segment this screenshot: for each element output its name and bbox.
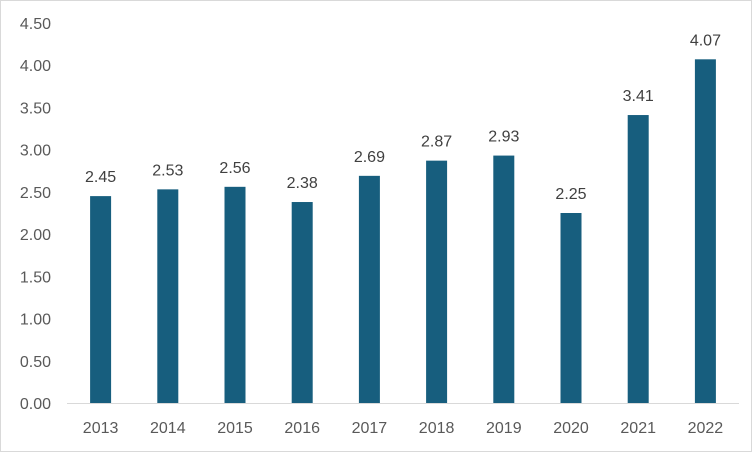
x-tick-label-2019: 2019 (486, 420, 522, 437)
data-label-2018: 2.87 (421, 134, 452, 151)
bar-2015 (224, 186, 246, 403)
x-tick-label-2015: 2015 (217, 420, 253, 437)
data-label-2013: 2.45 (85, 169, 116, 186)
x-tick-label-2013: 2013 (83, 420, 119, 437)
bar-2013 (90, 196, 112, 403)
bar-2018 (426, 160, 448, 403)
bar-2022 (694, 59, 716, 404)
x-tick-label-2016: 2016 (284, 420, 320, 437)
data-label-2019: 2.93 (488, 129, 519, 146)
data-label-2021: 3.41 (623, 88, 654, 105)
data-label-2015: 2.56 (219, 160, 250, 177)
data-label-2022: 4.07 (690, 32, 721, 49)
data-label-2020: 2.25 (555, 186, 586, 203)
x-tick-label-2017: 2017 (352, 420, 388, 437)
y-tick-label: 2.50 (20, 185, 51, 202)
data-label-2016: 2.38 (287, 175, 318, 192)
y-tick-label: 2.00 (20, 227, 51, 244)
x-axis: 2013 2014 2015 2016 2017 2018 2019 2020 2021 2022 (67, 403, 739, 437)
bar-2017 (358, 175, 380, 403)
y-axis: 0.00 0.50 1.00 1.50 2.00 2.50 3.00 3.50 4.00 4.50 (20, 16, 51, 413)
bar-series (90, 59, 716, 404)
data-labels: 2.45 2.53 2.56 2.38 2.69 2.87 2.93 2.25 3.41 4.07 (85, 32, 721, 203)
x-tick-label-2018: 2018 (419, 420, 455, 437)
y-tick-label: 4.00 (20, 58, 51, 75)
y-tick-label: 1.50 (20, 269, 51, 286)
x-tick-label-2022: 2022 (688, 420, 724, 437)
y-tick-label: 1.00 (20, 312, 51, 329)
y-tick-label: 0.50 (20, 354, 51, 371)
y-tick-label: 4.50 (20, 16, 51, 33)
bar-2016 (291, 202, 313, 403)
y-tick-label: 3.00 (20, 143, 51, 160)
data-label-2014: 2.53 (152, 162, 183, 179)
y-tick-label: 0.00 (20, 396, 51, 413)
x-tick-label-2021: 2021 (620, 420, 656, 437)
bar-2019 (493, 155, 515, 403)
bar-2014 (157, 189, 179, 403)
x-tick-label-2014: 2014 (150, 420, 186, 437)
bar-2020 (560, 213, 582, 403)
x-tick-label-2020: 2020 (553, 420, 589, 437)
bar-2021 (627, 115, 649, 404)
data-label-2017: 2.69 (354, 149, 385, 166)
y-tick-label: 3.50 (20, 100, 51, 117)
